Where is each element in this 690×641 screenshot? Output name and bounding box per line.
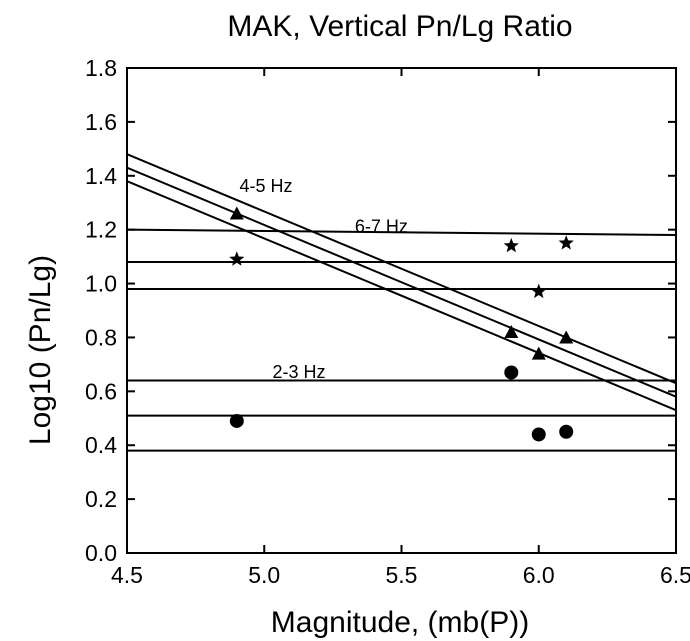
y-tick-label: 0.0: [85, 540, 117, 566]
y-axis-label: Log10 (Pn/Lg): [24, 255, 57, 445]
x-axis-label: Magnitude, (mb(P)): [271, 606, 529, 639]
band-line: [126, 153, 677, 385]
y-tick-label: 1.6: [85, 109, 117, 135]
data-point-circle: [229, 413, 244, 428]
x-tick-label: 6.5: [660, 562, 690, 588]
data-point-star: [558, 235, 574, 250]
data-point-triangle: [559, 330, 574, 344]
y-tick-label: 1.4: [85, 163, 117, 189]
data-point-triangle: [504, 325, 519, 339]
data-point-circle: [531, 427, 546, 442]
data-point-triangle: [531, 346, 546, 360]
data-point-circle: [504, 365, 519, 380]
y-tick-label: 0.8: [85, 324, 117, 350]
data-point-triangle: [229, 206, 244, 220]
band-line: [126, 166, 677, 398]
band-annotation: 2-3 Hz: [272, 362, 325, 382]
band-lines: [126, 153, 677, 452]
band-annotations: 4-5 Hz 6-7 Hz 2-3 Hz: [240, 176, 408, 382]
y-tick-label: 1.0: [85, 271, 117, 297]
data-point-circle: [559, 424, 574, 439]
y-tick-label: 0.4: [85, 432, 117, 458]
y-tick-label: 0.2: [85, 486, 117, 512]
plot-frame: [126, 67, 677, 554]
data-point-star: [229, 251, 245, 266]
x-tick-label: 5.0: [248, 562, 280, 588]
data-markers: [229, 206, 574, 442]
y-tick-label: 1.2: [85, 217, 117, 243]
band-annotation: 6-7 Hz: [355, 216, 408, 236]
band-line: [126, 180, 677, 412]
band-line: [126, 228, 677, 237]
x-tick-label: 6.0: [523, 562, 555, 588]
x-tick-label: 5.5: [386, 562, 418, 588]
data-point-star: [531, 283, 547, 299]
data-point-star: [503, 237, 519, 253]
chart-title: MAK, Vertical Pn/Lg Ratio: [227, 10, 572, 43]
y-tick-label: 0.6: [85, 378, 117, 404]
axis-ticks: 4.5 5.0 5.5 6.0 6.5 0.0 0.2 0.4 0.6 0.8 1.0 1.2 1.4 1…: [85, 55, 690, 588]
y-tick-label: 1.8: [85, 55, 117, 81]
x-tick-label: 4.5: [111, 562, 143, 588]
band-annotation: 4-5 Hz: [240, 176, 293, 196]
